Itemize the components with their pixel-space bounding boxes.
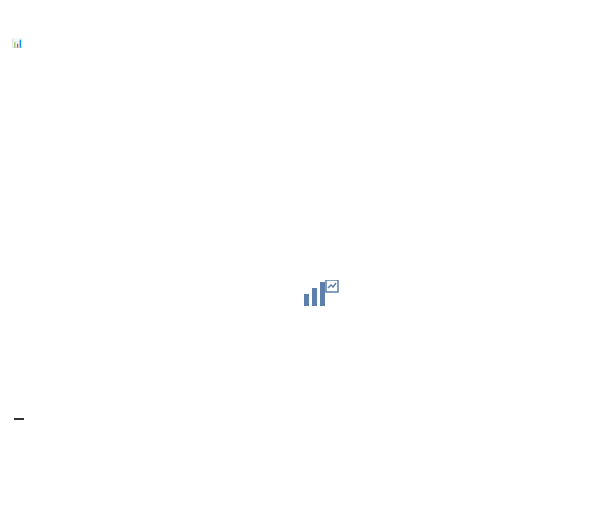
watermark-icon [300,280,340,308]
rsi-legend [14,412,24,423]
rsi-swatch [14,418,24,420]
stock-chart-container: 📊 [0,0,599,532]
rsi-chart-svg [0,0,300,150]
